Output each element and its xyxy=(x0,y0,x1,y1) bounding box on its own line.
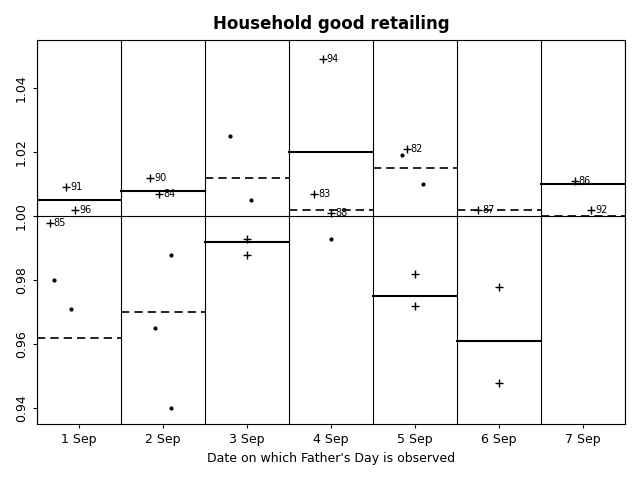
Text: 82: 82 xyxy=(411,144,423,154)
Text: 91: 91 xyxy=(70,182,83,192)
Text: 86: 86 xyxy=(579,176,591,186)
Text: 92: 92 xyxy=(596,205,608,215)
Title: Household good retailing: Household good retailing xyxy=(212,15,449,33)
Text: 87: 87 xyxy=(482,205,495,215)
Text: 88: 88 xyxy=(335,208,348,218)
Text: 84: 84 xyxy=(163,189,175,199)
Text: 90: 90 xyxy=(155,173,167,183)
Text: 85: 85 xyxy=(54,217,66,228)
Text: 94: 94 xyxy=(327,54,339,64)
X-axis label: Date on which Father's Day is observed: Date on which Father's Day is observed xyxy=(207,452,455,465)
Text: 83: 83 xyxy=(319,189,331,199)
Text: 96: 96 xyxy=(79,205,92,215)
